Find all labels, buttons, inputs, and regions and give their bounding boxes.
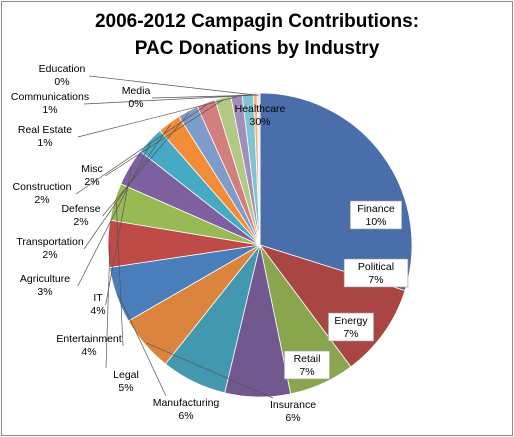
slice-percent-manufacturing: 6% bbox=[178, 410, 193, 422]
slice-name-it: IT bbox=[93, 292, 103, 304]
slice-name-misc: Misc bbox=[81, 163, 103, 175]
slice-label-finance: Finance 10% bbox=[349, 200, 402, 230]
slice-name-entertainment: Entertainment bbox=[56, 333, 121, 345]
slice-label-misc: Misc 2% bbox=[81, 99, 224, 188]
chart-title-line-2: PAC Donations by Industry bbox=[134, 38, 380, 59]
slice-name-manufacturing: Manufacturing bbox=[153, 397, 220, 409]
slice-label-real-estate: Real Estate 1% bbox=[18, 96, 237, 149]
slice-label-legal: Legal 5% bbox=[105, 243, 139, 394]
slice-label-transportation: Transportation 2% bbox=[16, 124, 171, 261]
slice-percent-political: 7% bbox=[368, 274, 383, 286]
slice-name-agriculture: Agriculture bbox=[20, 273, 70, 285]
slice-label-retail: Retail 7% bbox=[284, 350, 330, 380]
slice-percent-real-estate: 1% bbox=[37, 137, 52, 149]
slice-percent-finance: 10% bbox=[365, 216, 386, 228]
pie-slice-healthcare bbox=[259, 92, 413, 292]
slice-label-box bbox=[343, 258, 409, 288]
slice-percent-transportation: 2% bbox=[42, 249, 57, 261]
slice-label-defense: Defense 2% bbox=[61, 112, 190, 228]
slice-label-agriculture: Agriculture 3% bbox=[20, 141, 152, 298]
leader-line-communications bbox=[83, 95, 248, 105]
leader-line-agriculture bbox=[77, 141, 152, 287]
leader-line-education bbox=[89, 75, 256, 96]
chart-title: 2006-2012 Campagin Contributions: PAC Do… bbox=[0, 8, 514, 62]
slice-percent-agriculture: 3% bbox=[37, 286, 52, 298]
leader-line-media bbox=[151, 94, 259, 99]
leader-line-entertainment bbox=[115, 202, 124, 347]
slice-label-education: Education 0% bbox=[39, 63, 256, 96]
slice-name-real-estate: Real Estate bbox=[18, 124, 72, 136]
slice-percent-insurance: 6% bbox=[285, 412, 300, 424]
slice-percent-media: 0% bbox=[128, 98, 143, 110]
slice-label-box bbox=[349, 200, 402, 230]
slice-name-finance: Finance bbox=[357, 203, 395, 215]
slice-percent-construction: 2% bbox=[34, 194, 49, 206]
slice-name-energy: Energy bbox=[334, 315, 368, 327]
slice-name-political: Political bbox=[358, 261, 394, 273]
leader-line-misc bbox=[105, 99, 224, 177]
slice-percent-retail: 7% bbox=[299, 366, 314, 378]
slice-name-insurance: Insurance bbox=[270, 399, 316, 411]
svg-text:IT4%: IT 4% bbox=[90, 292, 105, 317]
leader-line-defense bbox=[102, 112, 190, 217]
slice-percent-communications: 1% bbox=[42, 104, 57, 116]
slice-label-communications: Communications 1% bbox=[11, 91, 248, 116]
leader-line-construction bbox=[75, 104, 207, 195]
slice-label-box bbox=[328, 312, 374, 342]
slice-label-construction: Construction 2% bbox=[13, 104, 207, 206]
slice-name-legal: Legal bbox=[113, 369, 139, 381]
slice-label-manufacturing: Manufacturing 6% bbox=[118, 294, 219, 422]
slice-label-media: Media 0% bbox=[122, 85, 259, 110]
slice-name-communications: Communications bbox=[11, 91, 89, 103]
slice-label-healthcare: Healthcare 30% bbox=[235, 103, 286, 128]
leader-line-insurance bbox=[146, 342, 274, 399]
slice-label-entertainment: Entertainment 4% bbox=[56, 202, 124, 358]
slice-name-media: Media bbox=[122, 85, 151, 97]
slice-name-transportation: Transportation bbox=[16, 236, 83, 248]
slice-percent-defense: 2% bbox=[73, 216, 88, 228]
chart-title-line-1: 2006-2012 Campagin Contributions: bbox=[94, 11, 420, 32]
slice-label-it: IT 4% bbox=[90, 167, 132, 317]
slice-name-defense: Defense bbox=[61, 203, 100, 215]
slice-percent-misc: 2% bbox=[84, 176, 99, 188]
slice-label-energy: Energy 7% bbox=[328, 312, 374, 342]
leader-line-it bbox=[105, 167, 132, 306]
slice-label-box bbox=[284, 350, 330, 380]
slice-percent-it: 4% bbox=[90, 305, 105, 317]
slice-name-retail: Retail bbox=[294, 353, 321, 365]
slice-percent-entertainment: 4% bbox=[81, 346, 96, 358]
slice-percent-legal: 5% bbox=[118, 382, 133, 394]
leader-line-real-estate bbox=[77, 96, 237, 138]
pie-slice-media bbox=[256, 92, 261, 246]
slice-percent-energy: 7% bbox=[343, 328, 358, 340]
slice-percent-healthcare: 30% bbox=[249, 116, 270, 128]
slice-name-healthcare: Healthcare bbox=[235, 103, 286, 115]
slice-percent-education: 0% bbox=[54, 76, 69, 88]
slice-name-construction: Construction bbox=[13, 181, 72, 193]
slice-label-insurance: Insurance 6% bbox=[146, 342, 316, 424]
slice-label-political: Political 7% bbox=[343, 258, 409, 288]
leader-line-legal bbox=[105, 243, 111, 369]
slice-name-education: Education bbox=[39, 63, 86, 75]
leader-line-manufacturing bbox=[118, 294, 167, 397]
